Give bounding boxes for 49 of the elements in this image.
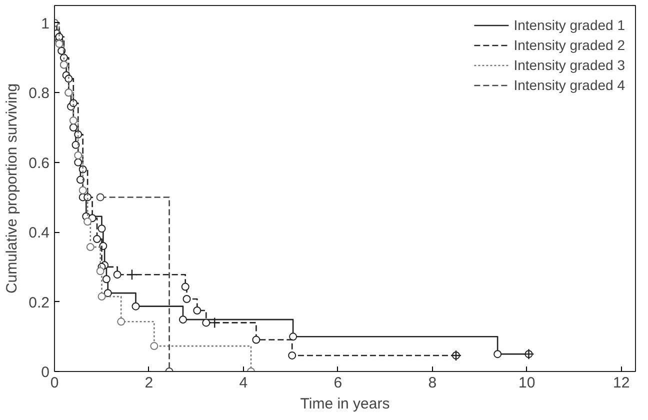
y-tick-label: 1 bbox=[41, 15, 50, 32]
point bbox=[72, 140, 80, 149]
point bbox=[69, 124, 78, 132]
point bbox=[117, 318, 126, 326]
point bbox=[74, 158, 82, 166]
x-tick-label: 2 bbox=[144, 374, 154, 392]
point bbox=[178, 316, 187, 324]
point bbox=[209, 317, 220, 328]
point bbox=[78, 186, 87, 194]
point bbox=[132, 302, 140, 310]
point bbox=[76, 176, 84, 184]
legend-label: Intensity graded 3 bbox=[514, 57, 625, 73]
x-tick-label: 12 bbox=[612, 374, 630, 392]
point bbox=[289, 332, 298, 341]
y-tick-label: 0 bbox=[41, 364, 50, 381]
y-tick-label: 0.8 bbox=[28, 85, 50, 102]
x-tick-label: 8 bbox=[428, 374, 437, 392]
point bbox=[102, 275, 110, 284]
y-axis-title: Cumulative proportion surviving bbox=[4, 83, 21, 294]
point bbox=[84, 218, 92, 226]
point bbox=[96, 267, 104, 276]
point bbox=[93, 235, 102, 244]
point bbox=[98, 224, 106, 233]
point bbox=[494, 350, 502, 358]
point bbox=[98, 292, 106, 301]
point bbox=[113, 270, 122, 279]
point bbox=[74, 151, 82, 160]
point bbox=[104, 289, 112, 298]
x-axis-title: Time in years bbox=[300, 396, 390, 412]
legend-label: Intensity graded 2 bbox=[514, 37, 625, 53]
point bbox=[55, 40, 64, 48]
point bbox=[288, 351, 296, 360]
x-tick-label: 6 bbox=[334, 374, 342, 392]
point bbox=[182, 295, 191, 303]
x-tick-label: 4 bbox=[239, 374, 248, 392]
point bbox=[96, 193, 104, 202]
y-tick-label: 0.2 bbox=[28, 294, 50, 312]
y-tick-label: 0.6 bbox=[28, 154, 50, 172]
y-tick-label: 0.4 bbox=[28, 224, 50, 242]
legend-label: Intensity graded 4 bbox=[514, 77, 625, 93]
point bbox=[193, 306, 202, 314]
point bbox=[202, 318, 210, 327]
point bbox=[181, 282, 190, 291]
point bbox=[252, 336, 260, 344]
x-tick-label: 10 bbox=[518, 374, 536, 392]
point bbox=[86, 243, 94, 252]
legend-label: Intensity graded 1 bbox=[514, 17, 625, 33]
point bbox=[69, 116, 78, 125]
point bbox=[150, 342, 158, 350]
